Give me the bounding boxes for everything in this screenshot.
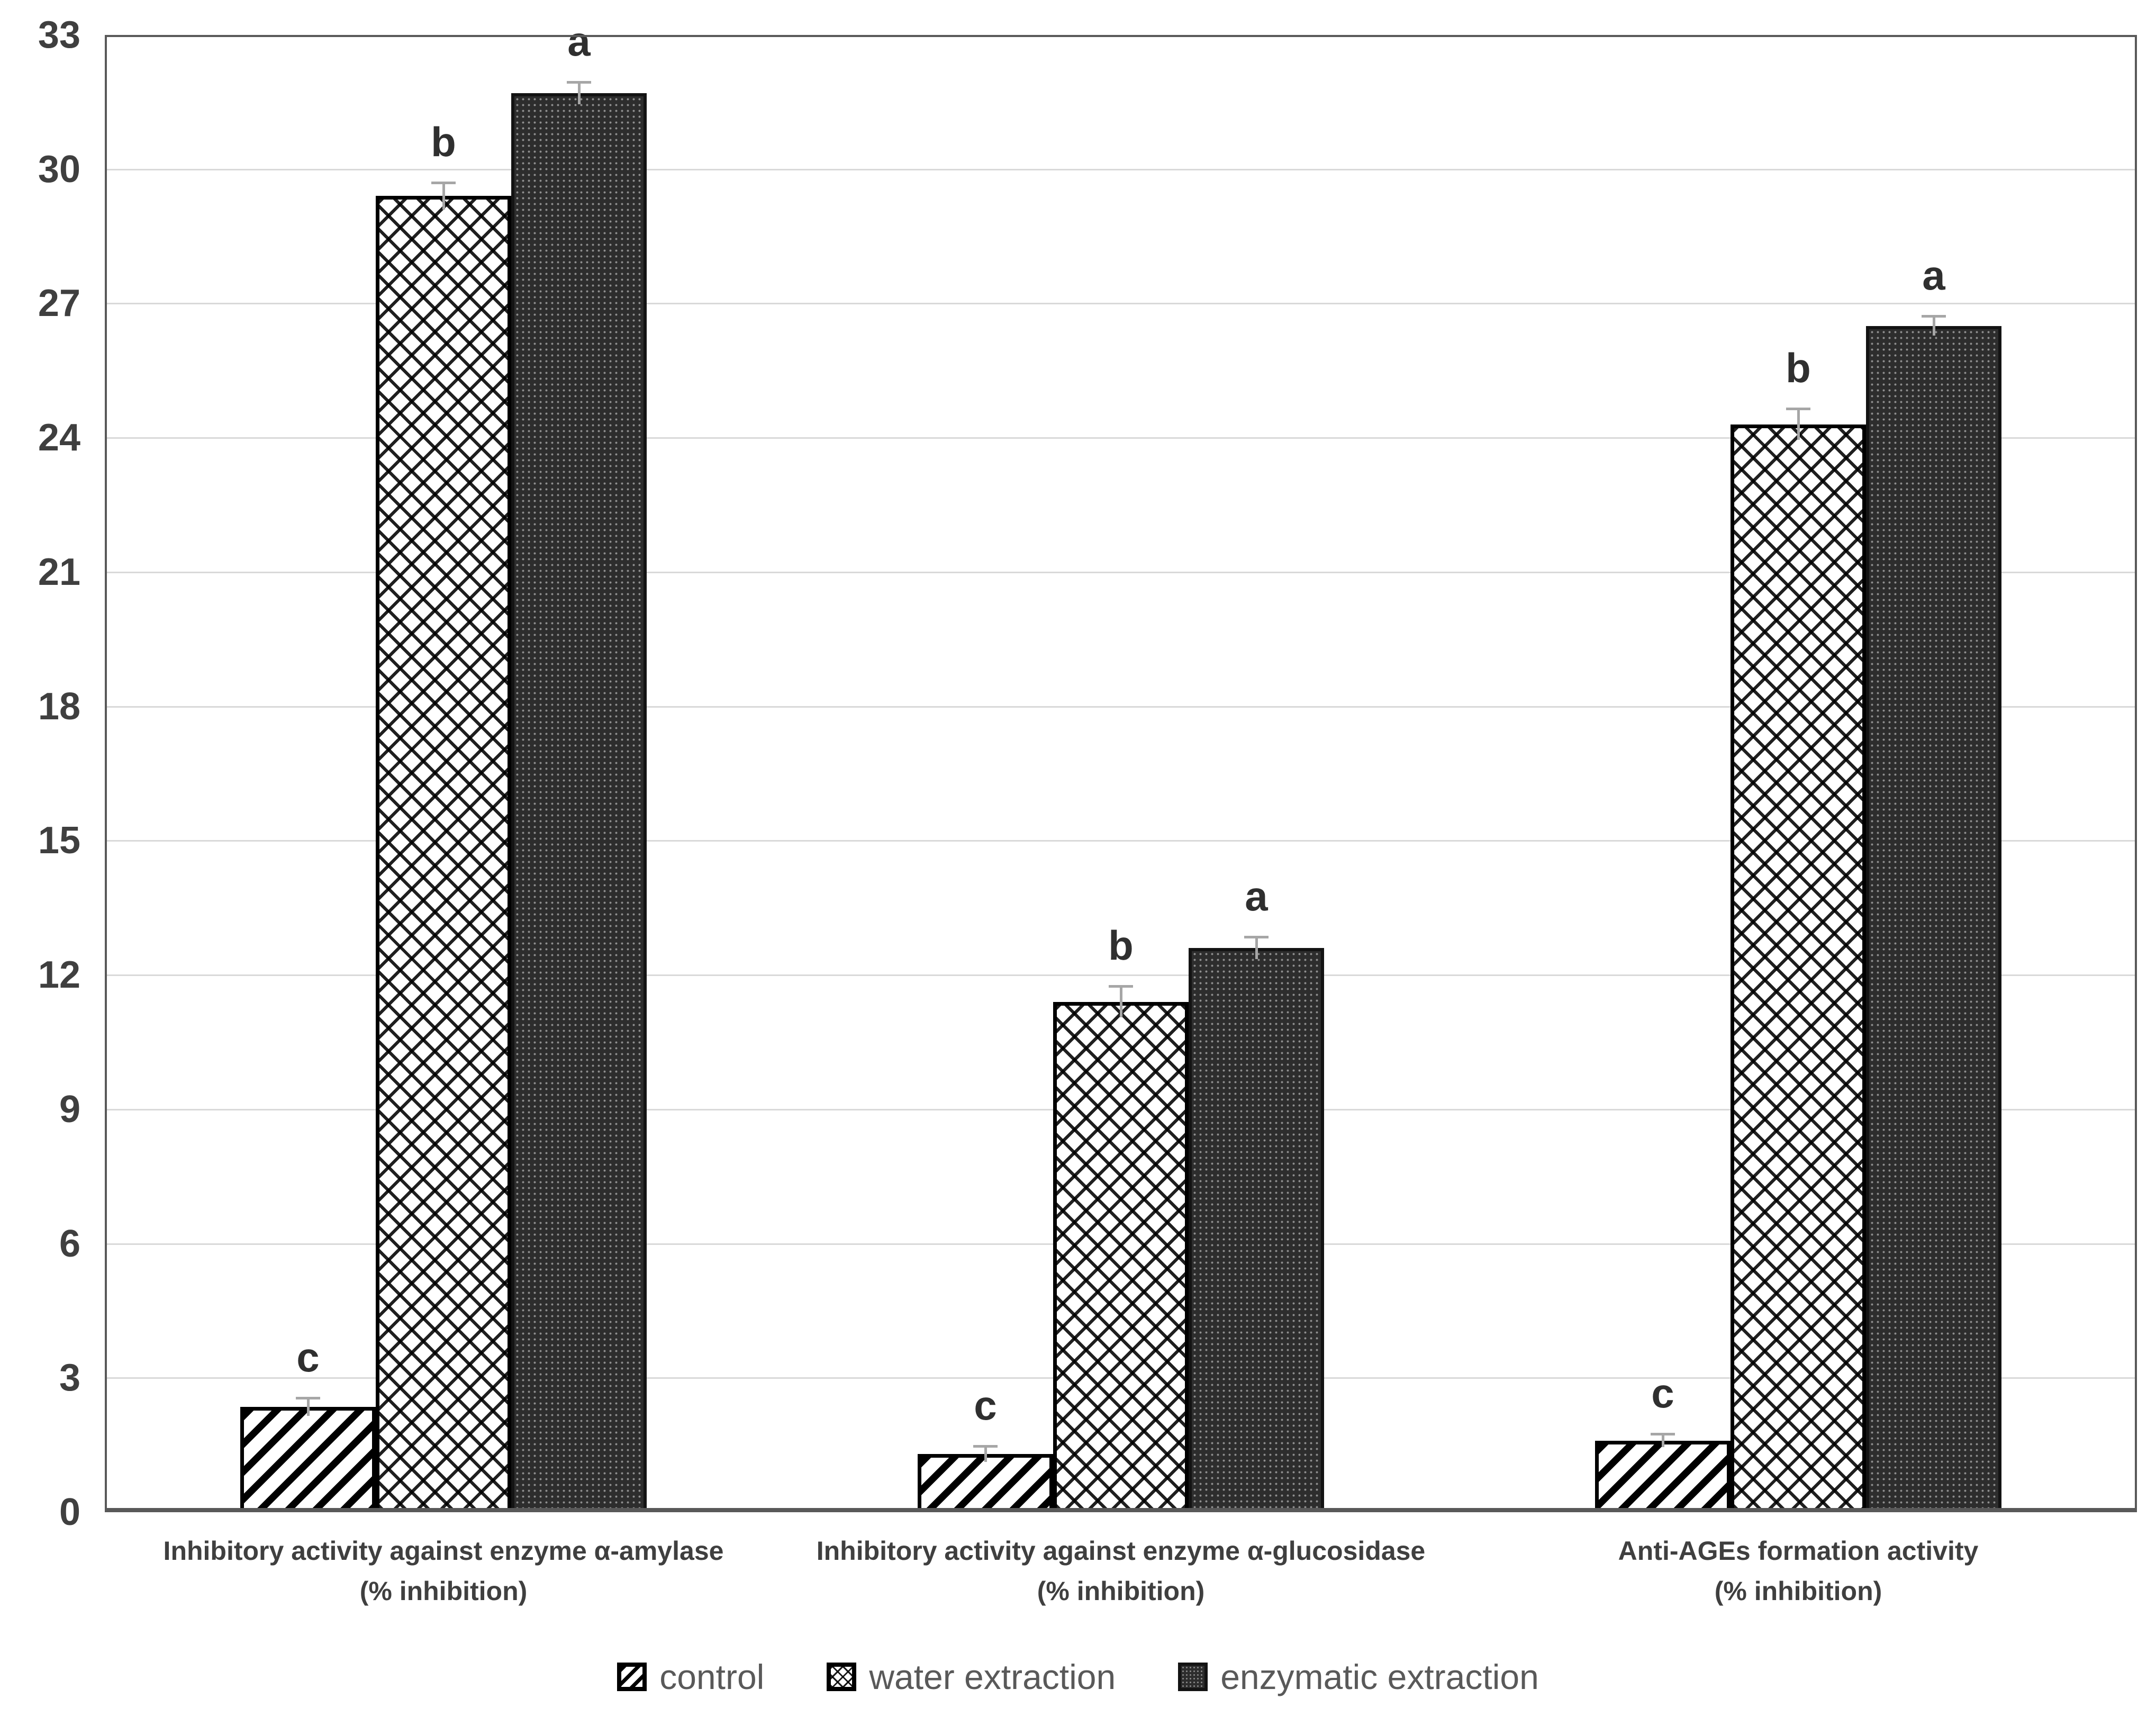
category-label-line1: Inhibitory activity against enzyme α-amy… [163, 1536, 724, 1566]
significance-letter-a-group1: a [567, 17, 591, 65]
error-bar-cap-enzymatic-group1 [567, 80, 591, 84]
category-label-group1: Inhibitory activity against enzyme α-amy… [0, 1531, 920, 1611]
significance-letter-a-group3: a [1922, 252, 1945, 299]
significance-letter-c-group3: c [1651, 1369, 1674, 1416]
gridline-21 [105, 571, 2137, 573]
category-label-group2: Inhibitory activity against enzyme α-glu… [645, 1531, 1597, 1611]
category-label-group3: Anti-AGEs formation activity (% inhibitio… [1322, 1531, 2156, 1611]
y-tick-label-18: 18 [38, 685, 80, 728]
error-bar-cap-water-group1 [431, 182, 456, 185]
error-bar-enzymatic-group3 [1933, 316, 1935, 336]
error-bar-cap-control-group1 [296, 1397, 320, 1400]
significance-letter-b-group3: b [1786, 345, 1811, 392]
y-tick-label-21: 21 [38, 550, 80, 593]
legend-entry-water: water extraction [827, 1657, 1116, 1697]
error-bar-cap-control-group2 [973, 1444, 998, 1448]
error-bar-cap-enzymatic-group2 [1244, 936, 1269, 939]
gridline-12 [105, 974, 2137, 977]
bar-enzymatic-group3 [1866, 326, 2001, 1512]
y-tick-label-30: 30 [38, 148, 80, 191]
error-bar-control-group3 [1662, 1433, 1664, 1448]
bar-enzymatic-group1 [511, 93, 647, 1512]
legend-swatch-enzymatic-icon [1178, 1663, 1208, 1691]
error-bar-water-group1 [442, 183, 445, 210]
category-label-line2: (% inhibition) [1037, 1576, 1205, 1606]
significance-letter-b-group2: b [1108, 922, 1134, 969]
error-bar-cap-water-group3 [1786, 408, 1810, 411]
gridline-30 [105, 168, 2137, 170]
bar-control-group3 [1595, 1440, 1731, 1512]
y-tick-label-33: 33 [38, 14, 80, 56]
y-tick-label-12: 12 [38, 954, 80, 997]
error-bar-cap-control-group3 [1651, 1432, 1675, 1435]
bar-control-group1 [240, 1407, 376, 1512]
legend-label-water: water extraction [869, 1657, 1116, 1696]
y-tick-label-9: 9 [59, 1088, 80, 1131]
gridline-18 [105, 706, 2137, 708]
gridline-15 [105, 840, 2137, 842]
bar-layer: c b a c b a c b a [105, 18, 2137, 1512]
y-tick-label-3: 3 [59, 1357, 80, 1399]
significance-letter-c-group2: c [974, 1381, 997, 1429]
y-tick-label-27: 27 [38, 282, 80, 325]
significance-letter-b-group1: b [431, 119, 456, 166]
error-bar-enzymatic-group1 [578, 82, 581, 105]
category-label-line1: Anti-AGEs formation activity [1618, 1536, 1979, 1566]
legend-entry-enzymatic: enzymatic extraction [1178, 1657, 1539, 1697]
error-bar-cap-enzymatic-group3 [1922, 315, 1946, 318]
legend-label-control: control [659, 1657, 765, 1696]
legend: control water extraction enzymatic extract… [0, 1645, 2156, 1709]
significance-letter-a-group2: a [1245, 873, 1268, 920]
legend-swatch-water-icon [827, 1663, 857, 1691]
error-bar-enzymatic-group2 [1255, 937, 1258, 960]
gridline-27 [105, 303, 2137, 305]
bar-water-group2 [1053, 1001, 1189, 1512]
legend-entry-control: control [617, 1657, 764, 1697]
error-bar-cap-water-group2 [1109, 985, 1133, 988]
category-label-line2: (% inhibition) [359, 1576, 528, 1606]
significance-letter-c-group1: c [296, 1334, 320, 1381]
bar-enzymatic-group2 [1189, 948, 1324, 1512]
y-tick-label-0: 0 [59, 1491, 80, 1533]
legend-swatch-control-icon [617, 1663, 647, 1691]
bar-water-group1 [376, 196, 511, 1512]
gridline-24 [105, 437, 2137, 439]
legend-label-enzymatic: enzymatic extraction [1220, 1657, 1539, 1696]
bar-water-group3 [1731, 424, 1866, 1512]
error-bar-control-group2 [984, 1446, 987, 1462]
error-bar-water-group3 [1797, 409, 1800, 440]
bar-control-group2 [918, 1454, 1053, 1512]
category-label-line1: Inhibitory activity against enzyme α-glu… [816, 1536, 1426, 1566]
error-bar-water-group2 [1120, 986, 1122, 1018]
error-bar-control-group1 [307, 1398, 310, 1416]
y-tick-label-15: 15 [38, 819, 80, 862]
y-tick-label-6: 6 [59, 1222, 80, 1265]
y-tick-label-24: 24 [38, 417, 80, 459]
category-label-line2: (% inhibition) [1714, 1576, 1882, 1606]
